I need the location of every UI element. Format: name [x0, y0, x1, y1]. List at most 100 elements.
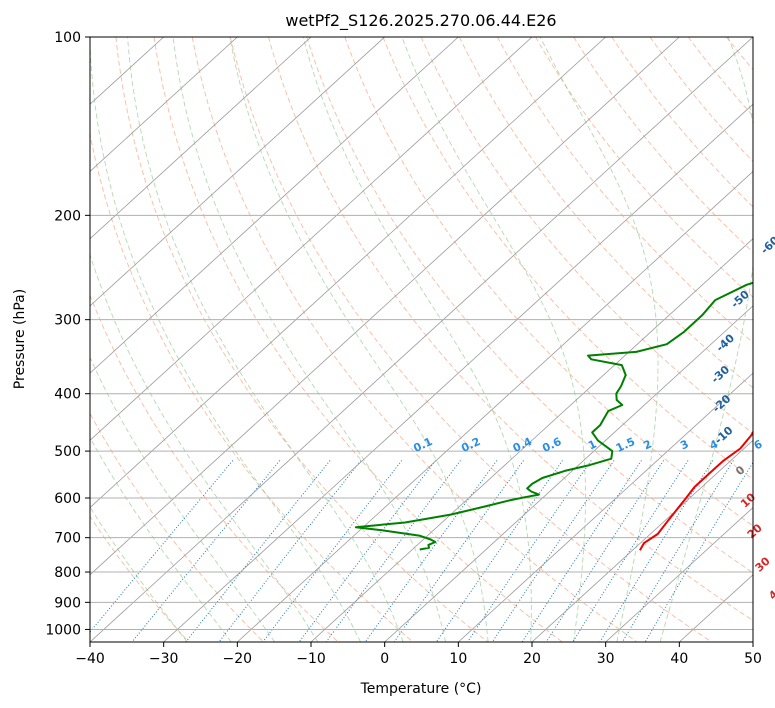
x-tick-label: −40 — [75, 651, 105, 667]
dry-adiabat — [268, 37, 753, 621]
y-tick-label: 100 — [54, 30, 81, 46]
isotherm-label: 10 — [738, 490, 758, 510]
isotherm — [90, 37, 385, 307]
y-tick-label: 1000 — [45, 622, 81, 638]
mixing-ratio-label: 0.4 — [511, 435, 534, 455]
mixing-ratio-label: 0.1 — [411, 435, 434, 455]
isotherm — [605, 507, 753, 642]
mixing-ratio-line — [325, 460, 461, 642]
dewpoint-line — [354, 281, 753, 551]
dry-adiabat — [191, 37, 638, 642]
x-tick-label: 20 — [523, 651, 541, 667]
moist-adiabat — [401, 37, 586, 642]
plot-frame — [89, 36, 754, 643]
moist-adiabat — [90, 436, 232, 642]
isotherm — [90, 37, 606, 509]
y-axis-ticks: 100 200 300 400 500 600 700 800 900 1000 — [45, 30, 90, 638]
dry-adiabat — [611, 37, 753, 208]
mixing-ratio-label: 1.5 — [614, 435, 637, 455]
line-labels: -100-90-80-70-60-50-40-30-20-10010203040… — [411, 234, 775, 603]
mixing-ratio-label: 0.2 — [459, 435, 482, 455]
dry-adiabat — [458, 37, 753, 389]
isotherm-label: -60 — [758, 234, 775, 257]
moist-adiabat — [90, 506, 188, 642]
dry-adiabat — [765, 37, 775, 642]
dry-adiabat — [90, 412, 264, 642]
mixing-ratio-line — [131, 460, 281, 642]
y-tick-label: 600 — [54, 491, 81, 507]
mixing-ratio-line — [644, 461, 753, 642]
moist-adiabat — [172, 37, 447, 642]
profile-lines — [354, 281, 753, 551]
x-tick-label: 10 — [449, 651, 467, 667]
dry-adiabat — [535, 37, 753, 298]
x-tick-label: 30 — [597, 651, 615, 667]
moist-adiabat — [90, 356, 276, 642]
y-tick-label: 500 — [54, 444, 81, 460]
isotherm — [310, 238, 753, 642]
mixing-ratio-line — [491, 460, 615, 642]
y-tick-label: 200 — [54, 208, 81, 224]
mixing-ratio-line — [298, 460, 436, 642]
temperature-line — [639, 430, 753, 551]
y-axis-label: Pressure (hPa) — [12, 289, 28, 389]
mixing-ratio-line — [364, 460, 498, 642]
mixing-ratio-line — [393, 460, 524, 642]
x-tick-label: 40 — [670, 651, 688, 667]
mixing-ratio-line — [545, 460, 665, 642]
x-tick-label: −20 — [223, 651, 253, 667]
isotherm-label: 40 — [766, 582, 775, 602]
x-tick-label: 0 — [380, 651, 389, 667]
isotherm-label: 30 — [753, 554, 773, 574]
dry-adiabat — [306, 37, 753, 574]
dry-adiabat — [344, 37, 753, 527]
x-axis-ticks: −40 −30 −20 −10 0 10 20 30 40 50 — [75, 642, 762, 667]
moist-adiabat — [229, 37, 489, 642]
mixing-ratio-line — [435, 460, 563, 642]
background-lines — [90, 37, 775, 642]
isotherm — [90, 37, 312, 240]
moist-adiabat — [90, 37, 362, 642]
isotherm-label: -30 — [709, 363, 733, 386]
isotherm — [90, 37, 238, 172]
chart-title: wetPf2_S126.2025.270.06.44.E26 — [285, 11, 556, 31]
dry-adiabat — [90, 294, 339, 642]
mixing-ratio-line — [599, 460, 714, 642]
mixing-ratio-line — [621, 460, 734, 642]
isotherm-label: -40 — [714, 331, 738, 354]
moist-adiabat — [90, 253, 319, 642]
mixing-ratio-line — [262, 460, 403, 642]
mixing-ratio-line — [467, 460, 592, 642]
mixing-ratio-line — [521, 460, 642, 642]
isotherm — [90, 37, 680, 576]
dry-adiabat — [90, 131, 414, 642]
dry-adiabat — [90, 515, 190, 642]
mixing-ratio-line — [90, 460, 234, 633]
mixing-ratio-label: 0.6 — [540, 435, 563, 455]
isotherm-label: -20 — [710, 392, 734, 415]
x-axis-label: Temperature (°C) — [360, 681, 482, 697]
y-tick-label: 900 — [54, 595, 81, 611]
moist-adiabat — [127, 37, 404, 642]
y-tick-label: 300 — [54, 313, 81, 329]
isotherm-label: 0 — [733, 463, 748, 478]
isotherm — [163, 103, 753, 642]
dry-adiabat — [497, 37, 753, 344]
dry-adiabat — [229, 37, 712, 642]
y-tick-label: 400 — [54, 387, 81, 403]
isotherm — [90, 37, 459, 374]
x-tick-label: −30 — [149, 651, 179, 667]
isotherm-label: 20 — [745, 521, 765, 541]
isotherm — [90, 37, 533, 441]
mixing-ratio-label: 6 — [752, 437, 765, 452]
y-tick-label: 800 — [54, 565, 81, 581]
isotherm — [237, 170, 753, 642]
mixing-ratio-line — [572, 460, 689, 642]
isotherm — [458, 372, 753, 642]
moist-adiabat — [539, 37, 659, 642]
dry-adiabat — [573, 37, 753, 253]
dry-adiabat — [649, 37, 753, 163]
isotherm — [531, 439, 753, 642]
dry-adiabat — [382, 37, 753, 481]
